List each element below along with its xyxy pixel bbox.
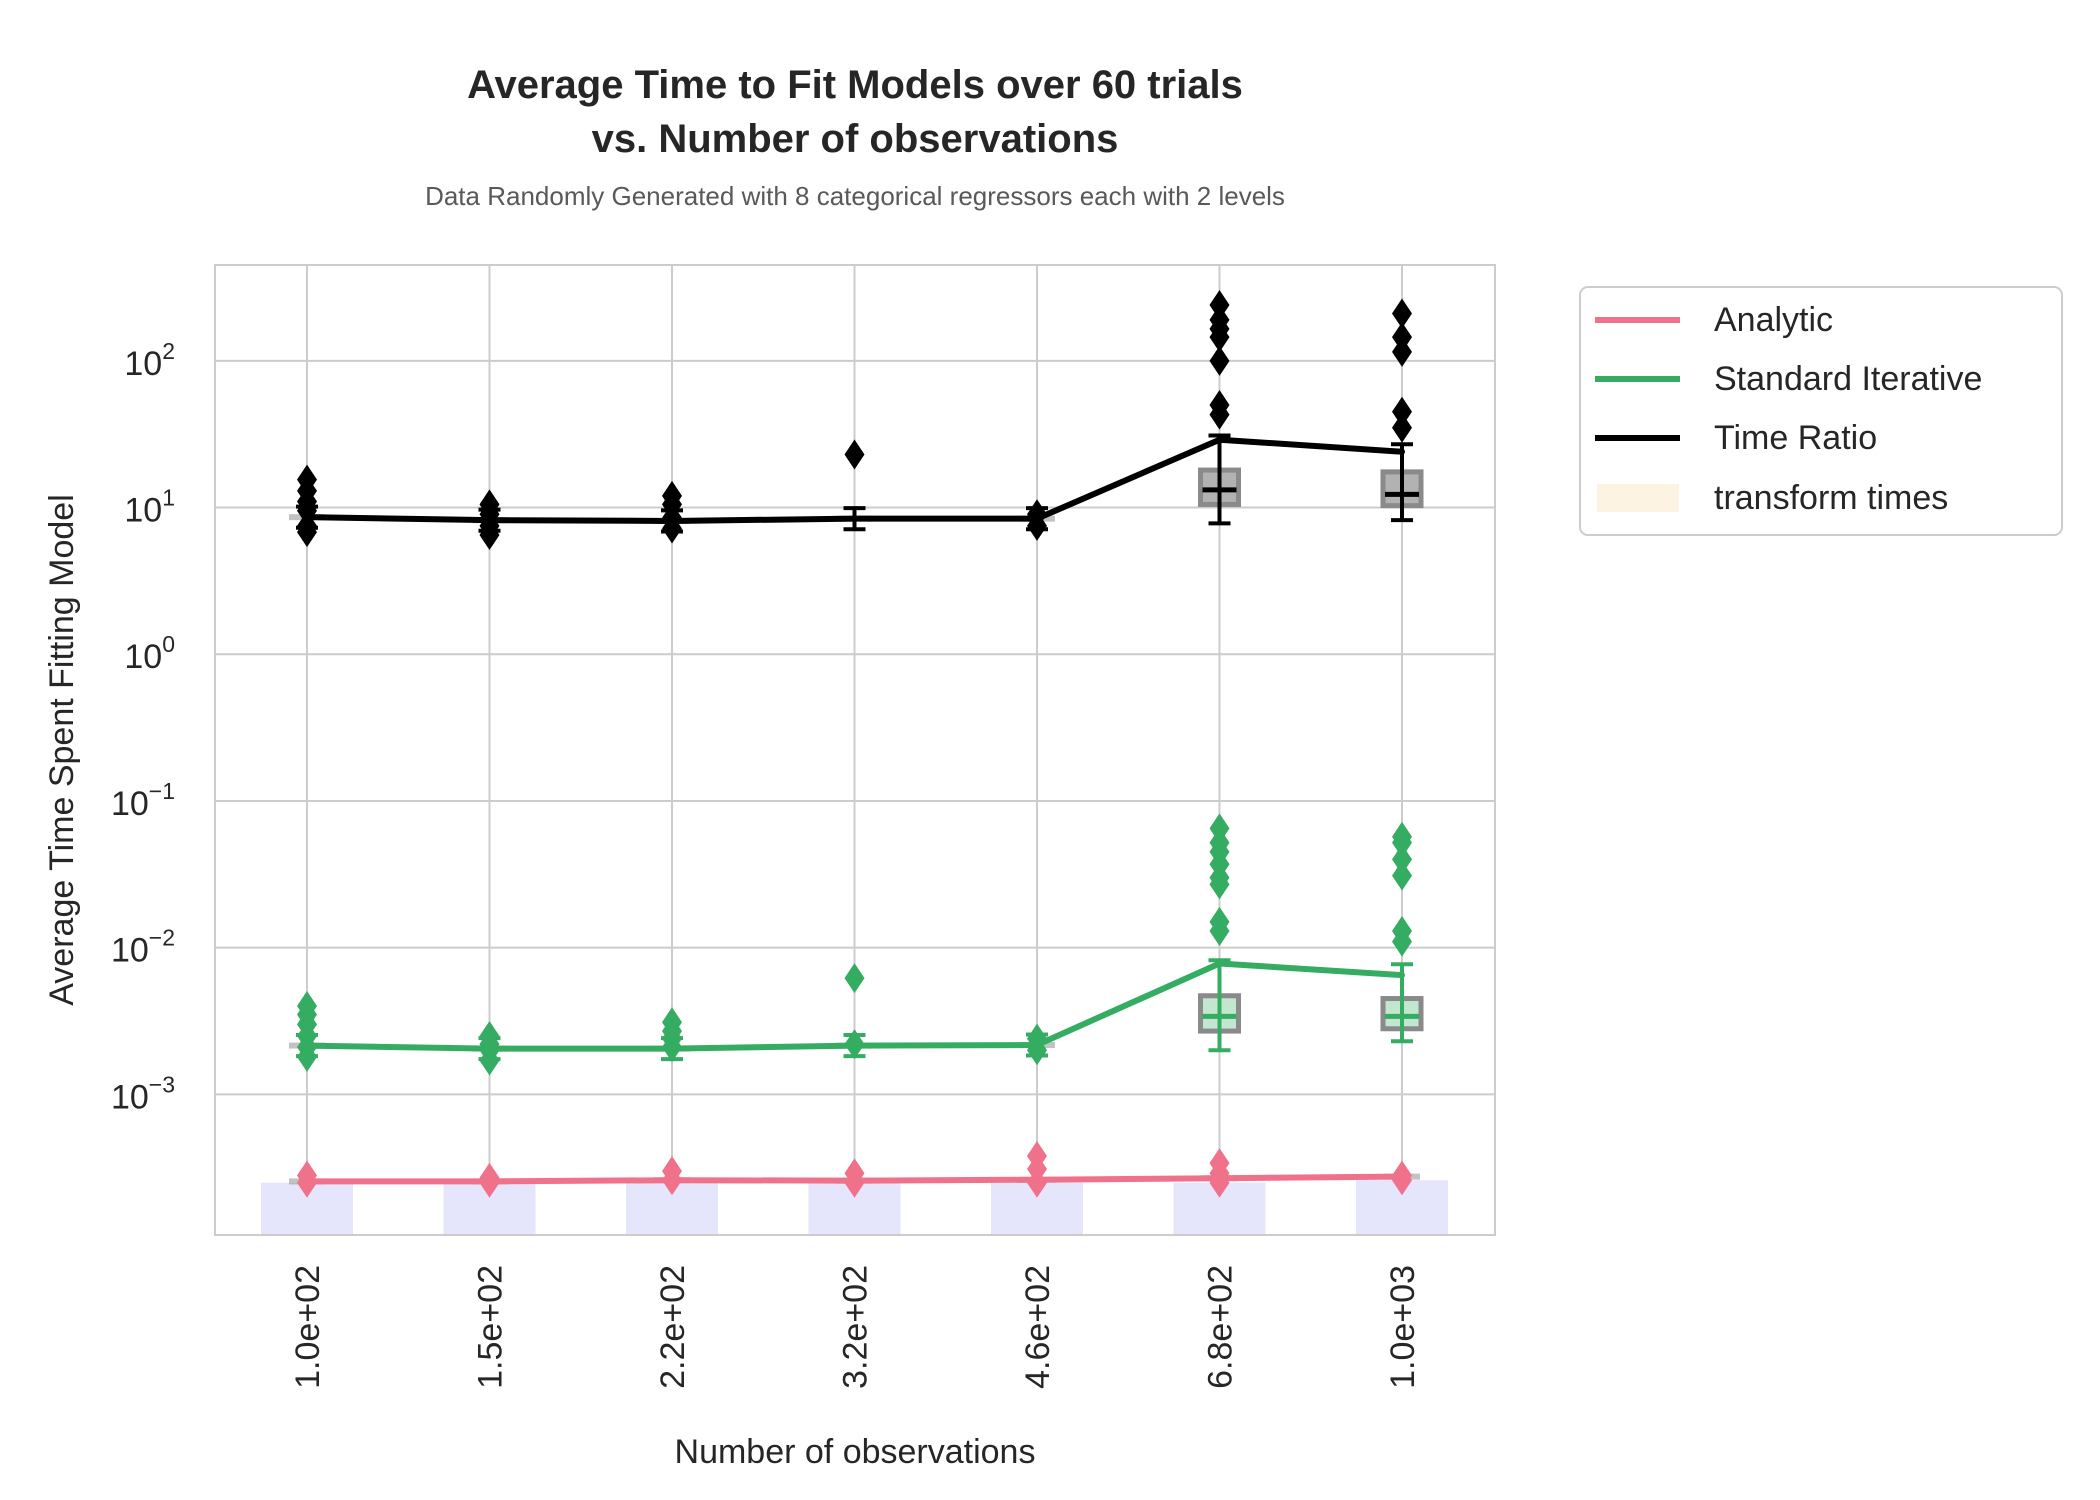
analytic-point xyxy=(1216,1175,1223,1182)
standard-iterative-outlier-point xyxy=(1209,915,1230,946)
x-axis-label: Number of observations xyxy=(675,1433,1036,1471)
standard-iterative-point xyxy=(1034,1042,1040,1049)
chart-title-line2: vs. Number of observations xyxy=(592,117,1119,161)
standard-iterative-point xyxy=(304,1042,310,1049)
legend-label-time-ratio: Time Ratio xyxy=(1714,419,1877,457)
y-tick-label: 10−1 xyxy=(111,778,175,823)
time-ratio-outlier-point xyxy=(1209,322,1230,353)
standard-iterative-point xyxy=(486,1045,493,1052)
time-ratio-outlier-point xyxy=(1392,336,1412,367)
analytic-point xyxy=(669,1177,675,1184)
x-tick-label: 6.8e+02 xyxy=(1202,1265,1240,1389)
analytic-point xyxy=(1034,1176,1040,1183)
y-tick-base: 10 xyxy=(124,492,162,530)
x-tick-label: 1.5e+02 xyxy=(472,1265,510,1389)
y-tick-exponent: −3 xyxy=(149,1071,175,1097)
grid xyxy=(215,265,1495,1235)
x-tick-label: 1.0e+03 xyxy=(1384,1265,1422,1389)
standard-iterative-point xyxy=(851,1042,858,1049)
y-tick-label: 10−2 xyxy=(111,925,175,970)
y-tick-exponent: 1 xyxy=(162,485,175,511)
time-ratio-outlier-point xyxy=(1392,396,1412,427)
time-ratio-point xyxy=(1034,515,1040,522)
y-tick-exponent: 0 xyxy=(162,631,175,657)
x-tick-labels: 1.0e+02 1.5e+02 2.2e+02 3.2e+02 4.6e+02 6.8e+… xyxy=(289,1265,1422,1389)
standard-iterative-outlier-point xyxy=(844,963,865,994)
legend: Analytic Standard Iterative Time Ratio t… xyxy=(1579,286,2063,536)
y-tick-label: 10−3 xyxy=(111,1071,175,1116)
y-tick-exponent: −2 xyxy=(149,925,175,951)
legend-label-analytic: Analytic xyxy=(1714,301,1833,339)
time-ratio-outlier-point xyxy=(1392,298,1412,329)
y-tick-base: 10 xyxy=(111,785,149,823)
y-tick-base: 10 xyxy=(111,932,149,970)
chart-subtitle: Data Randomly Generated with 8 categoric… xyxy=(425,181,1285,211)
legend-frame xyxy=(1579,286,2063,536)
legend-label-transform-times: transform times xyxy=(1714,479,1948,517)
y-axis-label: Average Time Spent Fitting Model xyxy=(43,494,81,1006)
time-ratio-outlier-point xyxy=(1392,412,1412,443)
y-tick-exponent: 2 xyxy=(162,338,175,364)
standard-iterative-outlier-point xyxy=(1209,869,1230,900)
time-ratio-point xyxy=(1216,436,1223,443)
analytic-point xyxy=(1399,1173,1405,1180)
x-tick-label: 4.6e+02 xyxy=(1019,1265,1057,1389)
standard-iterative-point xyxy=(669,1045,675,1052)
y-tick-label: 100 xyxy=(124,631,175,676)
legend-swatch-transform-times xyxy=(1597,484,1679,512)
analytic-point xyxy=(304,1178,310,1185)
y-tick-base: 10 xyxy=(124,638,162,676)
standard-iterative-outlier-point xyxy=(479,1045,500,1076)
y-tick-label: 101 xyxy=(124,485,175,530)
y-tick-label: 102 xyxy=(124,338,175,383)
time-ratio-point xyxy=(669,517,675,524)
standard-iterative-outlier-point xyxy=(1392,827,1412,858)
time-ratio-outlier-point xyxy=(297,495,317,526)
time-ratio-point xyxy=(851,515,858,522)
time-ratio-outlier-point xyxy=(844,439,865,470)
x-tick-label: 3.2e+02 xyxy=(837,1265,875,1389)
time-ratio-point xyxy=(304,514,310,521)
standard-iterative-outlier-point xyxy=(1392,844,1412,875)
y-tick-base: 10 xyxy=(111,1078,149,1116)
analytic-point xyxy=(851,1177,858,1184)
analytic-outlier-point xyxy=(1209,1167,1230,1198)
time-ratio-outlier-point xyxy=(479,519,500,550)
standard-iterative-outlier-point xyxy=(297,1041,317,1072)
standard-iterative-point xyxy=(1216,960,1223,967)
y-tick-base: 10 xyxy=(124,345,162,383)
y-tick-exponent: −1 xyxy=(149,778,175,804)
standard-iterative-outlier-point xyxy=(1392,926,1412,957)
time-ratio-outlier-point xyxy=(297,517,317,548)
plot-marks xyxy=(289,290,1424,1198)
plot-frame xyxy=(214,264,1496,1236)
standard-iterative-outlier-point xyxy=(1392,860,1412,891)
analytic-point xyxy=(486,1178,493,1185)
chart-title-line1: Average Time to Fit Models over 60 trial… xyxy=(467,63,1243,107)
time-ratio-point xyxy=(486,517,493,524)
x-tick-label: 1.0e+02 xyxy=(289,1265,327,1389)
legend-label-standard-iterative: Standard Iterative xyxy=(1714,360,1982,398)
x-tick-label: 2.2e+02 xyxy=(654,1265,692,1389)
analytic-outlier-point xyxy=(1392,1165,1412,1196)
time-ratio-outlier-point xyxy=(1209,345,1230,376)
transform-times-bars xyxy=(261,1180,1448,1235)
standard-iterative-point xyxy=(1399,972,1405,979)
time-ratio-outlier-point xyxy=(1209,399,1230,430)
time-ratio-point xyxy=(1399,448,1405,455)
